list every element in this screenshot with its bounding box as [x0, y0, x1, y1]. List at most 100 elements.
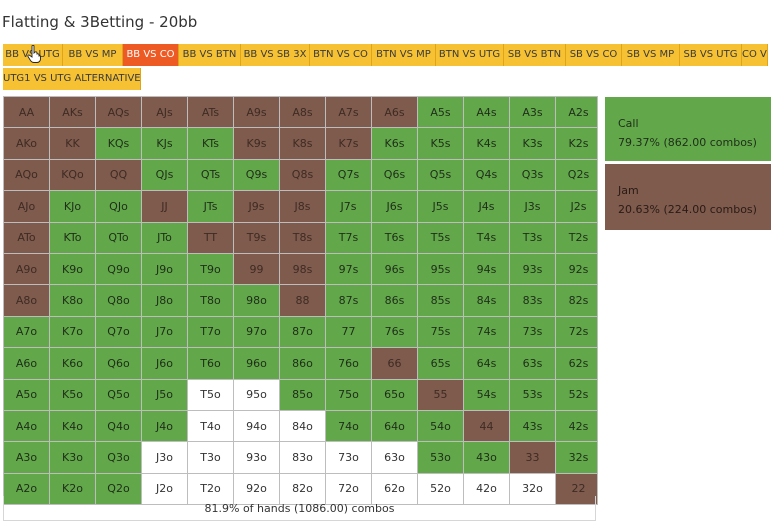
hand-cell[interactable]: J5s [418, 191, 463, 222]
hand-cell[interactable]: 77 [326, 316, 371, 348]
hand-cell[interactable]: 74o [326, 410, 371, 442]
hand-cell[interactable]: Q8o [96, 285, 141, 316]
hand-cell[interactable]: Q7s [326, 159, 371, 191]
hand-cell[interactable]: J2o [142, 473, 187, 505]
hand-cell[interactable]: 64s [464, 348, 509, 379]
tab-bb-vs-mp[interactable]: BB VS MP [63, 44, 123, 66]
hand-cell[interactable]: J5o [142, 379, 187, 410]
hand-cell[interactable]: T7o [188, 316, 233, 348]
hand-cell[interactable]: A8s [280, 97, 325, 128]
hand-cell[interactable]: 82o [280, 473, 325, 505]
hand-cell[interactable]: 73s [510, 316, 555, 348]
tab-btn-vs-utg[interactable]: BTN VS UTG [436, 44, 504, 66]
hand-cell[interactable]: 98s [280, 253, 325, 285]
hand-cell[interactable]: A2o [4, 473, 49, 505]
hand-cell[interactable]: 94o [234, 410, 279, 442]
hand-cell[interactable]: KQo [50, 159, 95, 191]
hand-cell[interactable]: 98o [234, 285, 279, 316]
hand-cell[interactable]: 96o [234, 348, 279, 379]
hand-cell[interactable]: 87s [326, 285, 371, 316]
hand-cell[interactable]: A7o [4, 316, 49, 348]
hand-cell[interactable]: ATo [4, 222, 49, 253]
tab-btn-vs-co[interactable]: BTN VS CO [310, 44, 372, 66]
hand-cell[interactable]: 94s [464, 253, 509, 285]
hand-cell[interactable]: 84o [280, 410, 325, 442]
hand-cell[interactable]: Q3o [96, 442, 141, 473]
hand-cell[interactable]: Q7o [96, 316, 141, 348]
tab-bb-vs-co[interactable]: BB VS CO [123, 44, 179, 66]
hand-cell[interactable]: 54s [464, 379, 509, 410]
hand-cell[interactable]: 62o [372, 473, 417, 505]
hand-cell[interactable]: AKs [50, 97, 95, 128]
hand-cell[interactable]: 53o [418, 442, 463, 473]
hand-cell[interactable]: 65o [372, 379, 417, 410]
hand-cell[interactable]: QJo [96, 191, 141, 222]
hand-cell[interactable]: QTo [96, 222, 141, 253]
hand-cell[interactable]: Q5o [96, 379, 141, 410]
hand-cell[interactable]: 95o [234, 379, 279, 410]
hand-cell[interactable]: 64o [372, 410, 417, 442]
hand-cell[interactable]: 82s [556, 285, 597, 316]
hand-cell[interactable]: JJ [142, 191, 187, 222]
hand-cell[interactable]: K8o [50, 285, 95, 316]
hand-cell[interactable]: T4o [188, 410, 233, 442]
hand-cell[interactable]: T3o [188, 442, 233, 473]
hand-cell[interactable]: 86o [280, 348, 325, 379]
hand-cell[interactable]: 83o [280, 442, 325, 473]
hand-cell[interactable]: K4s [464, 128, 509, 159]
hand-cell[interactable]: 87o [280, 316, 325, 348]
hand-cell[interactable]: 76s [372, 316, 417, 348]
hand-cell[interactable]: ATs [188, 97, 233, 128]
hand-cell[interactable]: T2s [556, 222, 597, 253]
hand-cell[interactable]: 74s [464, 316, 509, 348]
hand-cell[interactable]: KTs [188, 128, 233, 159]
hand-cell[interactable]: Q2o [96, 473, 141, 505]
hand-cell[interactable]: 22 [556, 473, 597, 505]
hand-cell[interactable]: Q6o [96, 348, 141, 379]
hand-cell[interactable]: KK [50, 128, 95, 159]
tab-sb-vs-utg[interactable]: SB VS UTG [680, 44, 742, 66]
hand-cell[interactable]: AA [4, 97, 49, 128]
hand-cell[interactable]: 85o [280, 379, 325, 410]
hand-cell[interactable]: JTs [188, 191, 233, 222]
hand-cell[interactable]: Q4o [96, 410, 141, 442]
hand-cell[interactable]: 84s [464, 285, 509, 316]
hand-cell[interactable]: JTo [142, 222, 187, 253]
hand-cell[interactable]: 75s [418, 316, 463, 348]
hand-cell[interactable]: K6o [50, 348, 95, 379]
hand-cell[interactable]: 44 [464, 410, 509, 442]
hand-cell[interactable]: 73o [326, 442, 371, 473]
hand-cell[interactable]: Q9s [234, 159, 279, 191]
hand-cell[interactable]: J9o [142, 253, 187, 285]
hand-cell[interactable]: J3s [510, 191, 555, 222]
hand-cell[interactable]: Q2s [556, 159, 597, 191]
hand-cell[interactable]: AJs [142, 97, 187, 128]
hand-cell[interactable]: 43o [464, 442, 509, 473]
hand-cell[interactable]: QJs [142, 159, 187, 191]
hand-cell[interactable]: T5s [418, 222, 463, 253]
hand-cell[interactable]: A3o [4, 442, 49, 473]
hand-cell[interactable]: 76o [326, 348, 371, 379]
hand-cell[interactable]: Q3s [510, 159, 555, 191]
tab-sb-vs-co[interactable]: SB VS CO [566, 44, 622, 66]
hand-cell[interactable]: 32o [510, 473, 555, 505]
hand-cell[interactable]: 72s [556, 316, 597, 348]
hand-cell[interactable]: J6o [142, 348, 187, 379]
hand-cell[interactable]: J3o [142, 442, 187, 473]
hand-cell[interactable]: 95s [418, 253, 463, 285]
hand-cell[interactable]: AKo [4, 128, 49, 159]
hand-cell[interactable]: 54o [418, 410, 463, 442]
hand-cell[interactable]: KTo [50, 222, 95, 253]
hand-cell[interactable]: T7s [326, 222, 371, 253]
hand-cell[interactable]: 92s [556, 253, 597, 285]
hand-cell[interactable]: K9o [50, 253, 95, 285]
tab-sb-vs-mp[interactable]: SB VS MP [622, 44, 680, 66]
hand-cell[interactable]: 86s [372, 285, 417, 316]
hand-cell[interactable]: Q6s [372, 159, 417, 191]
hand-cell[interactable]: T5o [188, 379, 233, 410]
hand-cell[interactable]: K7s [326, 128, 371, 159]
hand-cell[interactable]: T8o [188, 285, 233, 316]
hand-cell[interactable]: A6o [4, 348, 49, 379]
tab-sb-vs-btn[interactable]: SB VS BTN [504, 44, 566, 66]
hand-cell[interactable]: 66 [372, 348, 417, 379]
